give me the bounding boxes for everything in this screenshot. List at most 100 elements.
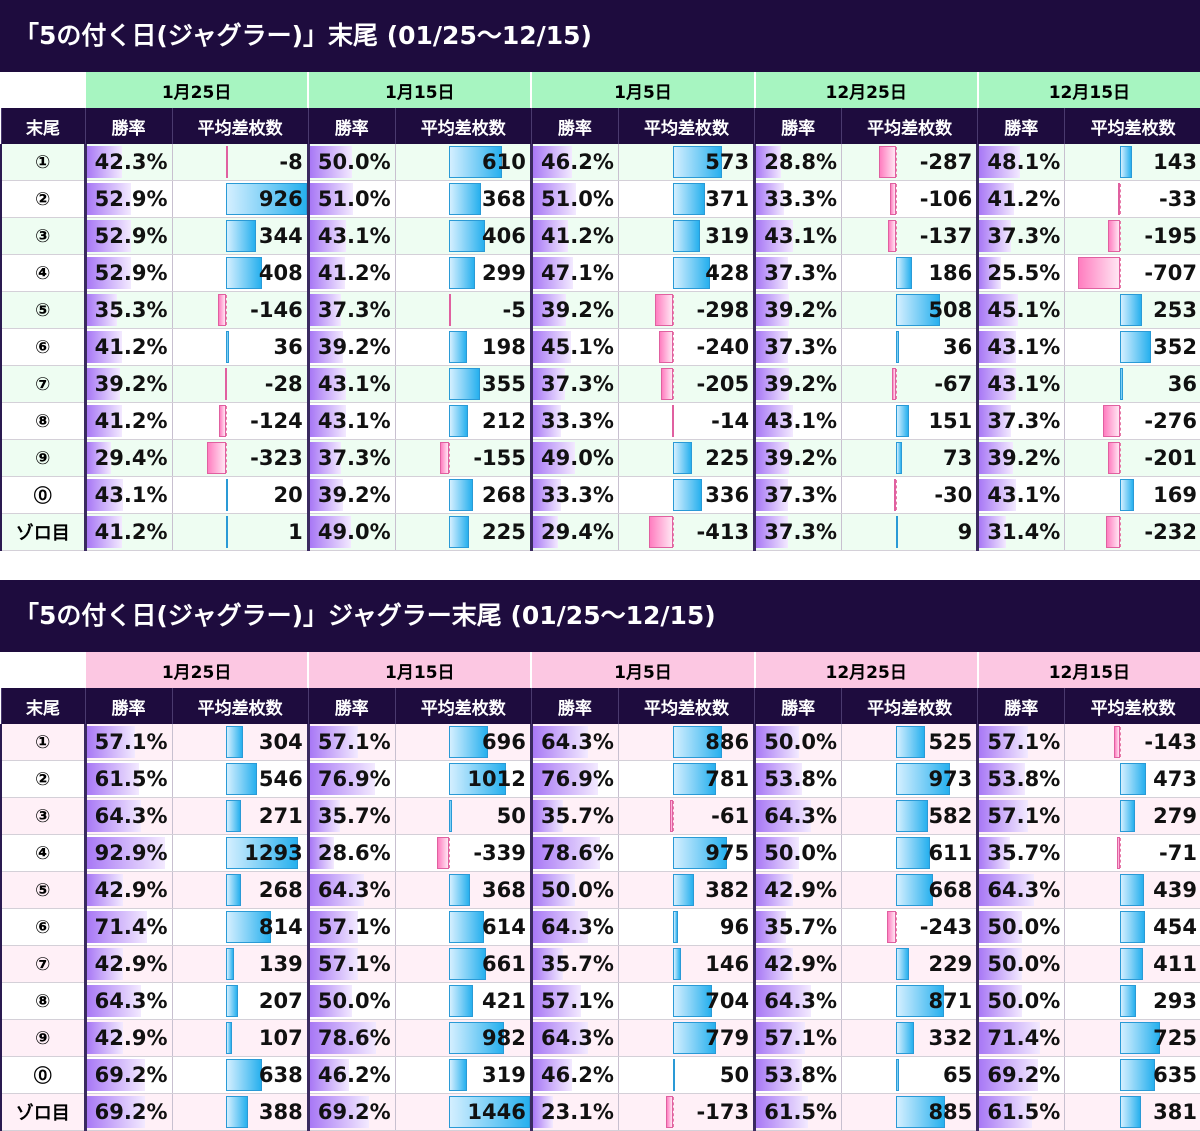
- win-rate-cell: 45.1%: [976, 291, 1065, 329]
- avg-diff-value: -143: [1144, 730, 1197, 754]
- avg-diff-value: 336: [705, 483, 750, 507]
- win-rate-value: 43.1%: [764, 409, 838, 433]
- avg-diff-positive-bar: [226, 331, 230, 363]
- avg-diff-cell: -67: [841, 365, 978, 403]
- zero-axis-line: [895, 184, 898, 214]
- table-row: ⓪ 69.2% 638 46.2% 319 46.2% 50 53.8% 65 69.2% 635: [0, 1056, 1200, 1094]
- avg-diff-value: 926: [258, 187, 303, 211]
- avg-diff-positive-bar: [672, 146, 723, 178]
- win-rate-cell: 71.4%: [83, 908, 172, 946]
- win-rate-cell: 37.3%: [753, 513, 842, 551]
- column-header-avg-diff: 平均差枚数: [171, 688, 309, 724]
- win-rate-bar: [311, 220, 347, 252]
- zero-axis-line: [1119, 727, 1122, 757]
- avg-diff-value: 169: [1153, 483, 1197, 507]
- avg-diff-cell: 304: [171, 724, 309, 761]
- avg-diff-value: 635: [1153, 1063, 1197, 1087]
- row-label: ⑨: [0, 439, 85, 477]
- win-rate-bar: [757, 985, 811, 1017]
- table-row: ② 52.9% 926 51.0% 368 51.0% 371 33.3% -106 41.2% -…: [0, 180, 1200, 218]
- win-rate-bar: [88, 1096, 146, 1128]
- win-rate-value: 42.9%: [764, 952, 838, 976]
- corner-cell: [0, 652, 86, 688]
- avg-diff-cell: 439: [1064, 871, 1200, 909]
- avg-diff-positive-bar: [895, 874, 933, 906]
- avg-diff-positive-bar: [895, 516, 898, 548]
- avg-diff-positive-bar: [672, 257, 710, 289]
- avg-diff-cell: 151: [841, 402, 978, 440]
- win-rate-value: 50.0%: [317, 989, 391, 1013]
- avg-diff-positive-bar: [895, 1059, 900, 1091]
- win-rate-bar: [980, 800, 1028, 832]
- win-rate-cell: 37.3%: [306, 439, 396, 477]
- avg-diff-negative-bar: [879, 146, 896, 178]
- avg-diff-cell: 368: [394, 871, 532, 909]
- win-rate-cell: 39.2%: [306, 476, 396, 514]
- avg-diff-value: 696: [482, 730, 526, 754]
- win-rate-value: 76.9%: [541, 767, 614, 791]
- avg-diff-cell: 696: [394, 724, 532, 761]
- win-rate-bar: [88, 800, 142, 832]
- win-rate-bar: [534, 368, 565, 400]
- win-rate-cell: 43.1%: [753, 402, 842, 440]
- avg-diff-cell: -173: [617, 1093, 755, 1131]
- row-label: ゾロ目: [0, 1093, 85, 1131]
- win-rate-cell: 39.2%: [306, 328, 396, 366]
- zero-axis-line: [1119, 517, 1122, 547]
- win-rate-value: 28.8%: [764, 150, 838, 174]
- win-rate-cell: 37.3%: [976, 402, 1065, 440]
- avg-diff-cell: -243: [841, 908, 978, 946]
- win-rate-bar: [88, 1022, 123, 1054]
- win-rate-value: 51.0%: [317, 187, 391, 211]
- win-rate-value: 50.0%: [987, 915, 1061, 939]
- win-rate-value: 31.4%: [987, 520, 1061, 544]
- win-rate-bar: [757, 368, 790, 400]
- avg-diff-value: 1: [288, 520, 303, 544]
- win-rate-value: 39.2%: [764, 298, 838, 322]
- win-rate-bar: [980, 479, 1016, 511]
- win-rate-value: 71.4%: [94, 915, 168, 939]
- avg-diff-value: -124: [250, 409, 303, 433]
- win-rate-value: 35.7%: [764, 915, 838, 939]
- win-rate-cell: 37.3%: [753, 328, 842, 366]
- win-rate-cell: 45.1%: [529, 328, 619, 366]
- column-header-win-rate: 勝率: [977, 688, 1065, 724]
- avg-diff-value: 96: [719, 915, 750, 939]
- win-rate-value: 41.2%: [317, 261, 391, 285]
- zero-axis-line: [895, 221, 898, 251]
- stats-table: 1月25日 1月15日 1月5日 12月25日 12月15日 末尾 勝率 平均差枚数 勝率 平均差…: [0, 652, 1200, 1131]
- win-rate-cell: 64.3%: [83, 982, 172, 1020]
- zero-axis-line: [1119, 443, 1122, 473]
- win-rate-bar: [88, 726, 136, 758]
- win-rate-bar: [311, 726, 359, 758]
- table-title: 「5の付く日(ジャグラー)」ジャグラー末尾 (01/25～12/15): [0, 580, 1200, 652]
- win-rate-bar: [980, 1022, 1040, 1054]
- win-rate-value: 37.3%: [764, 261, 838, 285]
- win-rate-bar: [757, 948, 793, 980]
- win-rate-value: 37.3%: [764, 520, 838, 544]
- avg-diff-value: 36: [943, 335, 973, 359]
- avg-diff-positive-bar: [449, 726, 489, 758]
- avg-diff-positive-bar: [895, 948, 909, 980]
- win-rate-cell: 33.3%: [529, 476, 619, 514]
- date-header: 1月25日: [83, 72, 310, 108]
- win-rate-cell: 64.3%: [753, 797, 842, 835]
- win-rate-value: 35.3%: [94, 298, 168, 322]
- avg-diff-value: -276: [1144, 409, 1197, 433]
- win-rate-cell: 35.7%: [529, 797, 619, 835]
- table-row: ⑧ 64.3% 207 50.0% 421 57.1% 704 64.3% 871 50.0% 29…: [0, 982, 1200, 1020]
- avg-diff-cell: 1293: [171, 834, 309, 872]
- win-rate-cell: 29.4%: [529, 513, 619, 551]
- avg-diff-value: 610: [482, 150, 526, 174]
- win-rate-value: 43.1%: [317, 409, 391, 433]
- avg-diff-positive-bar: [449, 368, 481, 400]
- win-rate-value: 33.3%: [541, 483, 614, 507]
- avg-diff-value: 198: [482, 335, 526, 359]
- win-rate-value: 46.2%: [317, 1063, 391, 1087]
- win-rate-cell: 35.7%: [976, 834, 1065, 872]
- avg-diff-cell: -339: [394, 834, 532, 872]
- avg-diff-positive-bar: [449, 1022, 505, 1054]
- avg-diff-cell: 207: [171, 982, 309, 1020]
- avg-diff-value: 975: [705, 841, 750, 865]
- avg-diff-cell: 610: [394, 144, 532, 181]
